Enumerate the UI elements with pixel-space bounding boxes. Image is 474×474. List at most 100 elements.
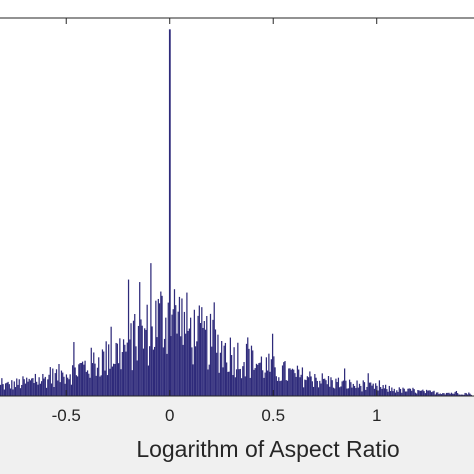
histogram-bar (463, 394, 465, 396)
histogram-bar (235, 369, 238, 396)
histogram-bar (1, 378, 3, 396)
histogram-bar (124, 344, 126, 396)
histogram-bar (2, 384, 4, 396)
histogram-bar (183, 311, 186, 396)
histogram-bar (197, 315, 199, 396)
histogram-bar (391, 387, 393, 396)
histogram-bar (274, 367, 276, 396)
histogram-bar (151, 326, 153, 396)
histogram-bar (145, 329, 147, 396)
histogram-bar (326, 384, 328, 396)
histogram-bar (271, 333, 274, 396)
histogram-bar (389, 391, 392, 396)
histogram-bar (202, 327, 204, 396)
histogram-bar (234, 377, 236, 396)
histogram-bar (91, 363, 94, 396)
histogram-bar (17, 384, 19, 396)
histogram-bar (294, 373, 296, 396)
histogram-bar (48, 374, 50, 396)
histogram-bar (255, 363, 258, 396)
histogram-bar (72, 365, 74, 396)
histogram-bar (83, 364, 85, 396)
histogram-bar (314, 374, 316, 396)
histogram-bar (464, 392, 466, 396)
histogram-bar (244, 376, 246, 396)
histogram-bar (216, 352, 218, 396)
histogram-bar (366, 386, 368, 396)
histogram-bar (231, 355, 233, 396)
histogram-bar (125, 351, 127, 396)
histogram-bar (36, 381, 38, 396)
histogram-bar (342, 380, 345, 396)
histogram-bar (55, 369, 58, 396)
histogram-bar (33, 383, 35, 396)
histogram-bar (268, 353, 270, 396)
histogram-bar (131, 370, 133, 396)
histogram-bar (111, 366, 114, 396)
histogram-bar (454, 391, 456, 396)
histogram-bar (346, 388, 348, 396)
histogram-bar (315, 377, 317, 396)
histogram-bar (109, 368, 111, 396)
histogram-bar (86, 370, 89, 396)
histogram-bar (208, 364, 210, 396)
histogram-bar (116, 343, 118, 396)
histogram-bar (247, 337, 249, 396)
histogram-bar (470, 394, 472, 396)
histogram-bar (280, 380, 282, 396)
histogram-bar (440, 394, 443, 396)
histogram-bar (387, 391, 389, 396)
histogram-bar (81, 361, 84, 396)
histogram-bar (166, 353, 168, 396)
histogram-bar (12, 389, 14, 396)
histogram-bar (8, 384, 10, 396)
histogram-bar (167, 302, 169, 396)
histogram-bar (160, 291, 162, 396)
histogram-bar (21, 384, 23, 396)
histogram-bar (336, 382, 338, 396)
histogram-bar (285, 380, 287, 396)
histogram-bar (74, 367, 76, 396)
histogram-bar (203, 321, 205, 396)
histogram-bar (388, 385, 390, 396)
histogram-bar (455, 390, 458, 396)
histogram-bar (130, 323, 132, 396)
histogram-bar (177, 311, 179, 396)
histogram-bar (4, 383, 7, 396)
histogram-bar (249, 377, 251, 396)
histogram-bar (382, 385, 384, 396)
histogram-bar (0, 384, 2, 396)
histogram-bar (242, 366, 244, 396)
histogram-bar (67, 377, 69, 396)
histogram-bar (122, 339, 125, 396)
histogram-bar (218, 372, 220, 396)
histogram-bar (14, 387, 17, 396)
plot-area (0, 0, 474, 396)
histogram-bar (198, 305, 200, 396)
histogram-bar (119, 338, 121, 396)
histogram-bar (165, 317, 167, 396)
histogram-bar (59, 382, 61, 396)
histogram-bar (432, 391, 434, 396)
histogram-bar (126, 342, 128, 396)
histogram-bar (22, 376, 24, 396)
histogram-bar (331, 380, 333, 396)
histogram-bar (47, 379, 49, 396)
histogram-bar (460, 394, 462, 396)
histogram-bar (312, 386, 315, 396)
histogram-bar (304, 379, 306, 396)
histogram-bar (417, 389, 419, 396)
histogram-bar (351, 387, 353, 396)
histogram-bar (161, 295, 163, 396)
x-tick-label: 0 (165, 406, 174, 425)
histogram-bar (449, 393, 451, 396)
histogram-bar (44, 376, 46, 396)
histogram-bar (219, 352, 222, 396)
histogram-bar (172, 309, 174, 396)
histogram-bar (276, 380, 279, 396)
histogram-bar (264, 372, 266, 396)
histogram-bar (141, 325, 143, 396)
histogram-bar (129, 339, 131, 396)
histogram-bar (404, 391, 407, 396)
histogram-bar (182, 344, 184, 396)
